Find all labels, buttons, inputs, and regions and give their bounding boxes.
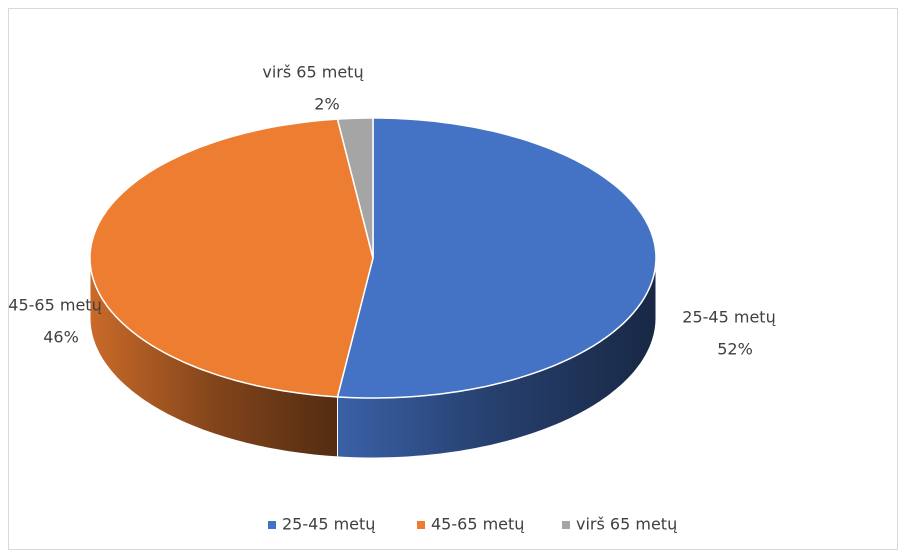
legend-swatch xyxy=(562,521,570,529)
slice xyxy=(336,117,657,399)
data-label-value: 2% xyxy=(314,95,339,114)
slice xyxy=(89,118,374,398)
data-label-value: 52% xyxy=(717,340,753,359)
legend-label: 25-45 metų xyxy=(282,515,375,534)
legend-swatch xyxy=(417,521,425,529)
data-label-category: 45-65 metų xyxy=(8,296,101,315)
legend-swatch xyxy=(268,521,276,529)
slice xyxy=(336,117,374,259)
data-label-category: 25-45 metų xyxy=(682,308,775,327)
legend-label: 45-65 metų xyxy=(431,515,524,534)
data-label-category: virš 65 metų xyxy=(262,63,363,82)
legend-label: virš 65 metų xyxy=(576,515,677,534)
data-label-value: 46% xyxy=(43,328,79,347)
